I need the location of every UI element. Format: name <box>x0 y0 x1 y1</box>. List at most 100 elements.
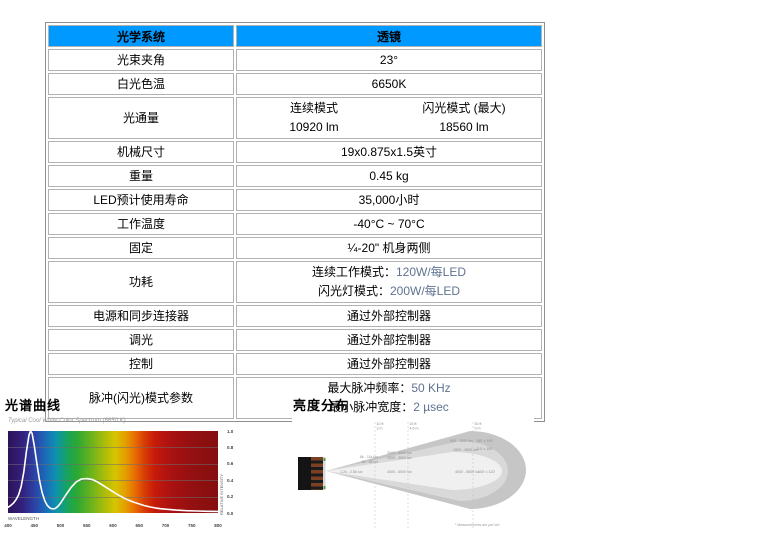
row-value-cell: 通过外部控制器 <box>236 353 542 375</box>
x-axis-label: WAVELENGTH <box>8 516 40 521</box>
row-value-cell: 23° <box>236 49 542 71</box>
beam-zone-label: 2000 - 3000 lux <box>387 456 412 460</box>
row-value-cell: 6650K <box>236 73 542 95</box>
row-value-cell: 连续工作模式：120W/每LED 闪光灯模式：200W/每LED <box>236 261 542 303</box>
table-row: 脉冲(闪光)模式参数 最大脉冲频率：50 KHz 最小脉冲宽度：2 µsec <box>48 377 542 419</box>
row-label-cell: 脉冲(闪光)模式参数 <box>48 377 234 419</box>
row-label-cell: 控制 <box>48 353 234 375</box>
row-label-cell: 机械尺寸 <box>48 141 234 163</box>
table-header-row: 光学系统 透镜 <box>48 25 542 47</box>
row-label-cell: 白光色温 <box>48 73 234 95</box>
x-tick-label: 750 <box>187 523 196 528</box>
beam-section-title: 亮度分布 <box>293 398 350 413</box>
beam-zone-label: 1500 - 3000 lux <box>453 448 478 452</box>
beam-zone-label: 1.2k - 2.5k lux <box>340 470 363 474</box>
beam-zone-label: 100' x 120' <box>478 470 495 474</box>
x-tick-label: 450 <box>30 523 39 528</box>
spectrum-curve <box>8 431 218 513</box>
beam-zone-label: 4000 - 5500 lux <box>455 470 480 474</box>
spec-table: 光学系统 透镜 光束夹角 23° 白光色温 6650K 光通量 连续模式 10920 lm 闪… <box>45 22 545 422</box>
spectrum-section-title: 光谱曲线 <box>5 398 62 413</box>
beam-zone-label: 150' x 190' <box>476 439 493 443</box>
y-tick-label: 0.6 <box>227 461 234 467</box>
x-tick-label: 550 <box>82 523 91 528</box>
row-value-cell: 通过外部控制器 <box>236 305 542 327</box>
table-row: 光通量 连续模式 10920 lm 闪光模式 (最大) 18560 lm <box>48 97 542 139</box>
beam-zone-label: 900 - 1500 lux <box>450 439 473 443</box>
gridline <box>8 496 218 498</box>
table-row: 电源和同步连接器 通过外部控制器 <box>48 305 542 327</box>
beam-annotations: 10 ft3 m 15 ft4.5 m 30 ft9 m 8k - 11k lux6k… <box>340 422 495 528</box>
spectrum-curve-line <box>8 431 218 513</box>
spectrum-chart: Typical Cool White Color Spectrum (6650 … <box>4 415 245 540</box>
row-label-cell: 调光 <box>48 329 234 351</box>
row-value-cell: 0.45 kg <box>236 165 542 187</box>
beam-cones <box>326 431 526 509</box>
y-tick-label: 1.0 <box>227 428 234 434</box>
y-tick-label: 0.8 <box>227 444 234 450</box>
table-row: 光束夹角 23° <box>48 49 542 71</box>
distance-marker-label: 3 m <box>377 427 383 431</box>
distance-marker-label: 10 ft <box>377 422 384 426</box>
beam-distribution-chart: 10 ft 3 m 15 ft 4.5 m 30 ft 9 m 8k - 11k lux 6k… <box>292 418 534 532</box>
beam-footnote: * Measurements are per led <box>455 523 500 527</box>
row-value-cell: -40°C ~ 70°C <box>236 213 542 235</box>
row-label-cell: 重量 <box>48 165 234 187</box>
beam-zone-label: 3000 - 4500 lux <box>387 451 412 455</box>
gridline <box>8 447 218 449</box>
row-label-cell: 工作温度 <box>48 213 234 235</box>
table-row: LED预计使用寿命 35,000小时 <box>48 189 542 211</box>
y-tick-label: 0.4 <box>227 477 234 483</box>
table-row: 功耗 连续工作模式：120W/每LED 闪光灯模式：200W/每LED <box>48 261 542 303</box>
dual-value: 连续模式 10920 lm 闪光模式 (最大) 18560 lm <box>289 101 506 134</box>
row-label-cell: 固定 <box>48 237 234 259</box>
beam-zone-label: 8k - 11k lux <box>360 455 378 459</box>
spec-table-body: 光束夹角 23° 白光色温 6650K 光通量 连续模式 10920 lm 闪光模式 (最大)… <box>48 49 542 419</box>
table-row: 固定 ¼-20" 机身两侧 <box>48 237 542 259</box>
beam-zone-label: 110' x 150' <box>476 447 493 451</box>
y-ticks: 1.0 0.8 0.6 0.4 0.2 0.0 <box>227 428 241 516</box>
table-row: 重量 0.45 kg <box>48 165 542 187</box>
distance-marker-label: 15 ft <box>410 422 417 426</box>
distance-marker-label: 4.5 m <box>410 427 419 431</box>
distance-marker-label: 30 ft <box>475 422 482 426</box>
x-tick-label: 800 <box>214 523 222 528</box>
x-tick-label: 650 <box>135 523 144 528</box>
table-row: 工作温度 -40°C ~ 70°C <box>48 213 542 235</box>
y-tick-label: 0.2 <box>227 494 234 500</box>
spec-header-cell-2: 透镜 <box>236 25 542 47</box>
x-ticks: 400 450 500 550 600 650 700 750 800 <box>4 523 222 531</box>
row-value-cell: 通过外部控制器 <box>236 329 542 351</box>
x-tick-label: 400 <box>4 523 12 528</box>
beam-zone-label: 6k - 8k lux <box>362 460 379 464</box>
row-value-cell: 19x0.875x1.5英寸 <box>236 141 542 163</box>
spec-header-cell-1: 光学系统 <box>48 25 234 47</box>
y-axis-label: RELATIVE INTENSITY <box>219 473 224 515</box>
beam-zone-label: 4000 - 6000 lux <box>387 470 412 474</box>
y-tick-label: 0.0 <box>227 510 234 516</box>
row-label-cell: 光束夹角 <box>48 49 234 71</box>
beam-cone-inner <box>326 452 502 490</box>
distance-marker-label: 9 m <box>475 427 481 431</box>
x-tick-label: 700 <box>161 523 170 528</box>
row-value-cell: 最大脉冲频率：50 KHz 最小脉冲宽度：2 µsec <box>236 377 542 419</box>
spectrum-plot-area <box>8 431 218 513</box>
row-value-cell: 连续模式 10920 lm 闪光模式 (最大) 18560 lm <box>236 97 542 139</box>
row-label-cell: 光通量 <box>48 97 234 139</box>
row-label-cell: 电源和同步连接器 <box>48 305 234 327</box>
gridline <box>8 480 218 482</box>
x-tick-label: 500 <box>56 523 65 528</box>
spectrum-subtitle: Typical Cool White Color Spectrum (6650 … <box>8 418 126 424</box>
table-row: 白光色温 6650K <box>48 73 542 95</box>
table-row: 控制 通过外部控制器 <box>48 353 542 375</box>
led-device-icon <box>298 457 326 490</box>
row-label-cell: 功耗 <box>48 261 234 303</box>
row-value-cell: ¼-20" 机身两侧 <box>236 237 542 259</box>
table-row: 机械尺寸 19x0.875x1.5英寸 <box>48 141 542 163</box>
gridline <box>8 463 218 465</box>
row-value-cell: 35,000小时 <box>236 189 542 211</box>
x-tick-label: 600 <box>109 523 117 528</box>
row-label-cell: LED预计使用寿命 <box>48 189 234 211</box>
table-row: 调光 通过外部控制器 <box>48 329 542 351</box>
